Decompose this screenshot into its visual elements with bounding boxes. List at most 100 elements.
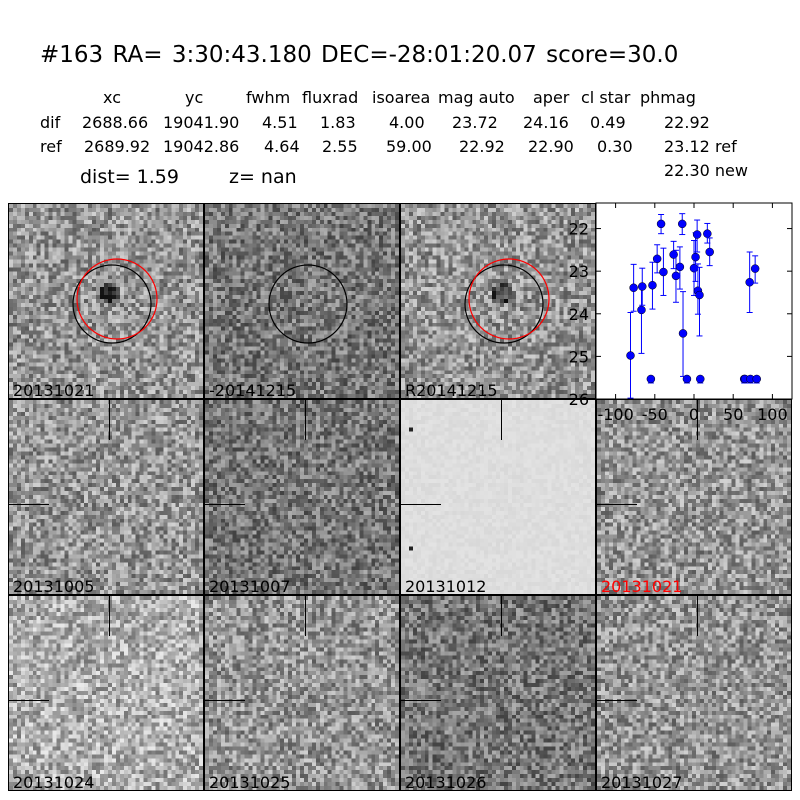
row-value: 19041.90 <box>163 113 240 132</box>
row-value: 2689.92 <box>84 137 151 156</box>
row-value: 22.92 <box>664 113 710 132</box>
row-value: 22.92 <box>459 137 505 156</box>
stamp-date-label: 20131012 <box>405 577 487 595</box>
column-header: phmag <box>640 88 696 107</box>
x-tick-label: -100 <box>597 405 633 424</box>
data-point <box>703 229 712 238</box>
data-point <box>629 283 638 293</box>
stamp-image <box>205 400 399 594</box>
stamp-image <box>597 400 791 594</box>
y-tick-label: 24 <box>569 305 589 324</box>
candidate-title: #163 RA= 3:30:43.180 DEC=-28:01:20.07 sc… <box>40 42 679 68</box>
crosshair-horizontal <box>401 504 441 505</box>
stamp-image <box>401 204 595 398</box>
image-stamp: 20131021 <box>8 203 204 399</box>
row-value: 1.83 <box>320 113 356 132</box>
black-aperture-circle <box>72 264 152 344</box>
phmag-new: 22.30 new <box>664 161 748 180</box>
stamp-date-label: R20141215 <box>405 381 498 399</box>
x-tick-label: 100 <box>757 405 788 424</box>
x-tick-label: 0 <box>689 405 699 424</box>
stamp-image <box>9 204 203 398</box>
data-point <box>646 374 656 384</box>
row-value: 2.55 <box>322 137 358 156</box>
image-stamp: 20131026 <box>400 595 596 791</box>
black-aperture-circle <box>268 264 348 344</box>
stamp-date-label: 20131007 <box>209 577 291 595</box>
y-tick-label: 25 <box>569 347 589 366</box>
row-value: 4.64 <box>264 137 300 156</box>
black-aperture-circle <box>464 264 544 344</box>
row-suffix: ref <box>715 137 737 156</box>
stamp-date-label: 20131027 <box>601 773 683 791</box>
data-point <box>695 290 704 300</box>
column-header: cl star <box>581 88 631 107</box>
image-stamp: 20131012 <box>400 399 596 595</box>
column-header: xc <box>103 88 121 107</box>
data-point <box>745 278 754 287</box>
crosshair-vertical <box>501 596 502 636</box>
image-stamp: 20131025 <box>204 595 400 791</box>
stamp-image <box>205 204 399 398</box>
crosshair-vertical <box>697 400 698 440</box>
image-stamp: R20141215 <box>400 203 596 399</box>
x-tick-label: -50 <box>642 405 668 424</box>
data-point <box>705 247 714 257</box>
data-point <box>675 262 685 272</box>
stamp-image <box>401 400 595 594</box>
crosshair-horizontal <box>597 504 637 505</box>
column-header: aper <box>533 88 570 107</box>
data-point <box>691 252 700 262</box>
image-stamp: 20131007 <box>204 399 400 595</box>
crosshair-vertical <box>109 400 110 440</box>
column-header: fwhm <box>246 88 291 107</box>
stamp-image <box>9 400 203 594</box>
stamp-image <box>597 596 791 790</box>
data-point <box>752 374 761 384</box>
y-tick-label: 22 <box>569 220 589 239</box>
data-point <box>638 282 647 291</box>
image-stamp: 20131024 <box>8 595 204 791</box>
row-value: 24.16 <box>523 113 569 132</box>
data-point <box>692 230 702 239</box>
row-value: 19042.86 <box>163 137 240 156</box>
column-header: mag auto <box>438 88 515 107</box>
row-label: dif <box>40 113 61 132</box>
row-value: 2688.66 <box>82 113 149 132</box>
image-stamp: 20131005 <box>8 399 204 595</box>
stamp-date-label: 20131021 <box>601 577 683 595</box>
stamp-date-label: 20131024 <box>13 773 95 791</box>
y-tick-label: 23 <box>569 262 589 281</box>
crosshair-vertical <box>305 596 306 636</box>
dist-value: dist= 1.59 <box>80 166 179 188</box>
row-value: 23.12 <box>664 137 710 156</box>
data-point <box>696 374 705 384</box>
crosshair-horizontal <box>205 700 245 701</box>
row-value: 4.00 <box>389 113 425 132</box>
crosshair-vertical <box>109 596 110 636</box>
row-value: 59.00 <box>386 137 432 156</box>
z-value: z= nan <box>229 166 297 188</box>
magnitude-lightcurve-plot: -100 -50 0 50 100 22 23 24 25 26 <box>569 202 793 424</box>
stamp-image <box>9 596 203 790</box>
data-point <box>626 351 635 360</box>
column-header: fluxrad <box>302 88 359 107</box>
row-value: 22.90 <box>528 137 574 156</box>
x-tick-label: 50 <box>723 405 743 424</box>
column-header: isoarea <box>372 88 431 107</box>
row-value: 0.30 <box>597 137 633 156</box>
image-stamp: -20141215 <box>204 203 400 399</box>
row-label: ref <box>40 137 62 156</box>
y-tick-label: 26 <box>569 390 589 409</box>
crosshair-horizontal <box>597 700 637 701</box>
stamp-image <box>205 596 399 790</box>
data-point <box>671 271 681 281</box>
stamp-date-label: 20131025 <box>209 773 291 791</box>
crosshair-horizontal <box>9 504 49 505</box>
image-stamp: 20131027 <box>596 595 792 791</box>
crosshair-horizontal <box>401 700 441 701</box>
stamp-date-label: -20141215 <box>209 381 297 399</box>
data-point <box>678 329 688 338</box>
data-point <box>637 305 646 315</box>
image-stamp: 20131021 <box>596 399 792 595</box>
